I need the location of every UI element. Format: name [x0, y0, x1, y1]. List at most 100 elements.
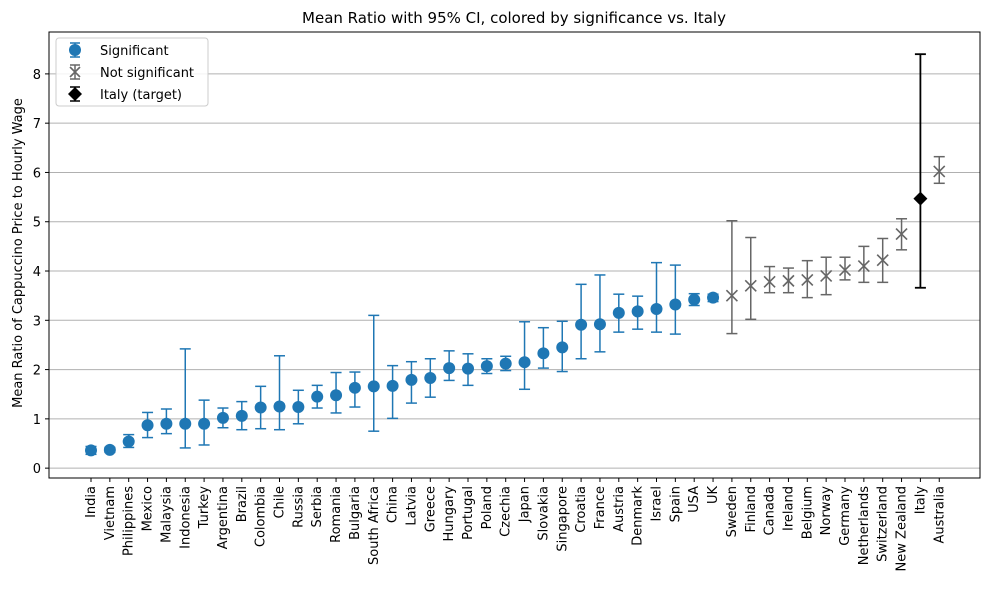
data-point-latvia — [405, 360, 418, 404]
point-marker — [895, 227, 908, 241]
data-point-italy — [913, 53, 928, 289]
x-tick-label: Spain — [668, 486, 683, 522]
x-tick-label: Singapore — [555, 486, 570, 552]
x-tick-label: Portugal — [461, 486, 476, 540]
data-point-canada — [763, 265, 776, 294]
y-tick-label: 7 — [33, 117, 41, 132]
point-marker — [857, 260, 870, 273]
point-marker — [235, 409, 248, 422]
data-point-south-africa — [367, 314, 380, 432]
point-marker — [311, 390, 324, 403]
point-marker — [631, 305, 644, 318]
data-point-slovakia — [537, 326, 550, 369]
y-axis-ticks: 0 1 2 3 4 5 6 7 8 — [33, 68, 49, 477]
data-point-chile — [273, 355, 286, 431]
point-marker — [480, 360, 493, 373]
point-marker — [688, 293, 701, 306]
x-tick-label: New Zealand — [895, 486, 910, 571]
data-point-russia — [292, 389, 305, 425]
x-axis-ticks: India Vietnam Philippines Mexico Malaysia Ind… — [84, 478, 947, 571]
x-tick-label: Malaysia — [159, 486, 174, 543]
point-marker — [424, 371, 437, 384]
data-point-serbia — [311, 384, 324, 409]
x-tick-label: Canada — [763, 486, 778, 535]
chart-title: Mean Ratio with 95% CI, colored by signi… — [302, 9, 726, 27]
point-marker — [103, 443, 116, 456]
data-point-portugal — [462, 353, 474, 387]
point-marker — [141, 419, 154, 432]
point-marker — [707, 291, 720, 304]
point-marker — [556, 341, 569, 354]
x-tick-label: Switzerland — [876, 486, 891, 562]
x-tick-label: Mexico — [141, 486, 156, 531]
data-point-netherlands — [857, 245, 870, 284]
point-marker — [575, 318, 588, 331]
point-marker — [537, 347, 550, 360]
data-point-new-zealand — [895, 218, 908, 251]
x-tick-label: Poland — [480, 486, 495, 529]
data-series — [85, 53, 946, 457]
data-point-usa — [688, 292, 701, 307]
point-marker — [85, 444, 97, 457]
data-point-denmark — [631, 295, 644, 330]
x-tick-label: Brazil — [235, 486, 250, 522]
point-marker — [876, 254, 889, 267]
data-point-finland — [744, 236, 757, 321]
y-tick-label: 3 — [33, 314, 41, 329]
x-tick-label: UK — [706, 486, 721, 505]
data-point-germany — [838, 256, 852, 281]
y-axis-label: Mean Ratio of Cappuccino Price to Hourly… — [11, 98, 26, 408]
x-tick-label: Russia — [291, 486, 306, 528]
x-tick-label: China — [386, 486, 401, 523]
x-tick-label: Netherlands — [857, 486, 872, 565]
x-tick-label: Colombia — [254, 486, 269, 547]
x-tick-label: Hungary — [442, 486, 457, 542]
point-marker — [254, 401, 267, 414]
data-point-turkey — [198, 399, 211, 446]
point-marker — [725, 289, 738, 302]
data-point-colombia — [254, 385, 267, 430]
x-tick-label: Belgium — [800, 486, 815, 539]
point-marker — [443, 362, 456, 375]
x-tick-label: Australia — [932, 486, 947, 544]
point-marker — [198, 417, 211, 430]
data-point-argentina — [216, 407, 229, 429]
point-marker — [669, 298, 682, 311]
data-point-japan — [518, 321, 531, 391]
point-marker — [744, 279, 757, 292]
legend-label: Italy (target) — [100, 88, 182, 103]
x-tick-label: Finland — [744, 486, 759, 532]
point-marker — [933, 165, 946, 178]
y-tick-label: 0 — [33, 462, 41, 477]
x-tick-label: Germany — [838, 486, 853, 546]
y-tick-label: 8 — [33, 68, 41, 83]
x-tick-label: Vietnam — [103, 486, 118, 540]
legend-marker-x — [69, 66, 81, 78]
x-tick-label: Croatia — [574, 486, 589, 533]
point-marker — [216, 411, 229, 424]
legend-marker-circle — [69, 44, 81, 56]
x-tick-label: South Africa — [367, 486, 382, 565]
point-marker — [348, 381, 361, 394]
x-tick-label: Philippines — [122, 486, 137, 556]
x-tick-label: USA — [687, 486, 702, 513]
point-marker — [160, 417, 173, 430]
x-tick-label: Greece — [423, 486, 438, 532]
point-marker — [518, 356, 531, 369]
x-tick-label: Israel — [650, 486, 665, 522]
x-tick-label: Bulgaria — [348, 486, 363, 540]
y-tick-label: 4 — [33, 265, 41, 280]
data-point-czechia — [499, 355, 512, 372]
x-tick-label: Denmark — [631, 486, 646, 546]
data-point-switzerland — [876, 237, 889, 284]
plot-frame — [48, 31, 981, 479]
data-point-philippines — [122, 433, 135, 449]
point-marker — [650, 302, 663, 315]
point-marker — [367, 380, 380, 393]
data-point-austria — [612, 293, 625, 333]
point-marker — [820, 269, 833, 283]
x-tick-label: Austria — [612, 486, 627, 532]
point-marker — [122, 435, 135, 448]
point-marker — [499, 357, 512, 370]
